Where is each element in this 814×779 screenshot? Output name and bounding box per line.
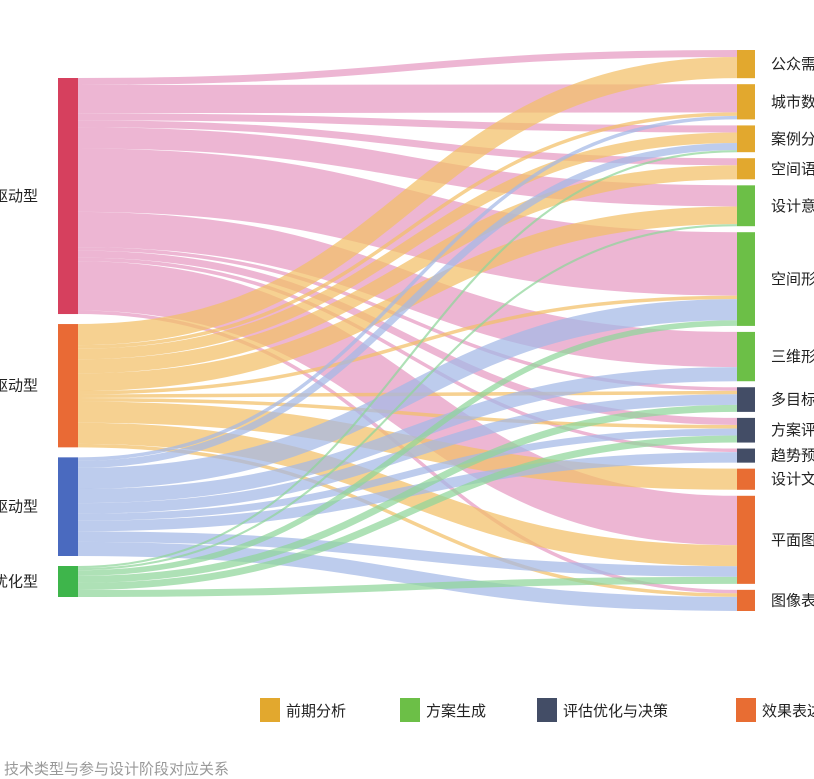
sankey-link-s3-t12[interactable] <box>77 531 738 577</box>
sankey-link-s2-t3[interactable] <box>77 132 738 360</box>
target-node-2[interactable] <box>737 84 755 120</box>
sankey-link-s3-t3[interactable] <box>77 143 738 468</box>
target-node-5[interactable] <box>737 185 755 227</box>
source-label: 优化型 <box>0 572 38 590</box>
sankey-link-s2-t6[interactable] <box>77 295 738 395</box>
sankey-link-s3-t2[interactable] <box>77 115 738 461</box>
target-node-1[interactable] <box>737 50 755 79</box>
target-label: 多目标 <box>771 391 814 409</box>
legend-item-generation[interactable]: 方案生成 <box>400 697 486 723</box>
target-node-6[interactable] <box>737 232 755 326</box>
target-node-13[interactable] <box>737 589 755 611</box>
sankey-link-s2-t4[interactable] <box>77 165 738 374</box>
sankey-link-s1-t6[interactable] <box>77 148 738 296</box>
sankey-link-s1-t9[interactable] <box>77 250 738 425</box>
sankey-link-s3-t9[interactable] <box>77 428 738 521</box>
target-node-7[interactable] <box>737 331 755 382</box>
sankey-link-s2-t9[interactable] <box>77 398 738 429</box>
target-label: 公众需 <box>771 55 814 73</box>
legend-item-evaluation[interactable]: 评估优化与决策 <box>537 697 668 723</box>
source-label: 驱动型 <box>0 187 38 205</box>
source-label: 驱动型 <box>0 498 38 516</box>
sankey-link-s1-t2[interactable] <box>77 84 738 114</box>
legend-label: 评估优化与决策 <box>563 701 669 720</box>
legend-item-expression[interactable]: 效果表达 <box>736 697 814 723</box>
target-node-11[interactable] <box>737 468 755 490</box>
sankey-link-s4-t5[interactable] <box>77 224 738 571</box>
legend: 前期分析 方案生成 评估优化与决策 效果表达 <box>0 697 814 727</box>
legend-item-analysis[interactable]: 前期分析 <box>260 697 346 723</box>
target-label: 方案评 <box>771 421 814 439</box>
target-label: 三维形 <box>771 348 814 366</box>
source-node-4[interactable] <box>58 565 78 597</box>
target-node-4[interactable] <box>737 158 755 180</box>
legend-label: 前期分析 <box>286 701 347 720</box>
legend-label: 方案生成 <box>426 701 487 720</box>
sankey-link-s2-t2[interactable] <box>77 112 738 349</box>
target-label: 空间语 <box>771 160 814 178</box>
sankey-links <box>77 50 738 612</box>
target-label: 平面图 <box>771 531 814 549</box>
sankey-link-s1-t1[interactable] <box>77 50 738 86</box>
legend-label: 效果表达 <box>762 701 814 720</box>
target-label: 趋势预 <box>771 447 814 465</box>
source-node-1[interactable] <box>58 78 78 315</box>
legend-swatch <box>537 698 557 722</box>
sankey-link-s4-t8[interactable] <box>77 404 738 583</box>
legend-swatch <box>260 698 280 722</box>
sankey-link-s2-t13[interactable] <box>77 443 738 597</box>
sankey-link-s4-t6[interactable] <box>77 320 738 576</box>
sankey-link-s2-t1[interactable] <box>77 57 738 346</box>
target-node-10[interactable] <box>737 448 755 463</box>
sankey-nodes <box>58 50 755 611</box>
sankey-link-s3-t6[interactable] <box>77 299 738 490</box>
target-node-8[interactable] <box>737 387 755 412</box>
target-label: 设计意 <box>771 197 814 215</box>
sankey-link-s3-t7[interactable] <box>77 367 738 504</box>
sankey-link-s4-t9[interactable] <box>77 435 738 590</box>
source-node-2[interactable] <box>58 324 78 448</box>
sankey-link-s1-t5[interactable] <box>77 127 738 207</box>
target-label: 案例分 <box>771 130 814 148</box>
target-label: 图像表 <box>771 591 814 609</box>
source-node-3[interactable] <box>58 457 78 556</box>
target-label: 设计文 <box>771 470 814 488</box>
target-node-9[interactable] <box>737 417 755 443</box>
target-label: 城市数 <box>771 93 814 111</box>
target-label: 空间形 <box>771 270 814 288</box>
target-node-12[interactable] <box>737 495 755 584</box>
source-label: 驱动型 <box>0 377 38 395</box>
target-node-3[interactable] <box>737 125 755 153</box>
sankey-link-s3-t8[interactable] <box>77 394 738 514</box>
sankey-labels: 驱动型驱动型驱动型优化型公众需城市数案例分空间语设计意空间形三维形多目标方案评趋… <box>0 55 814 609</box>
legend-swatch <box>400 698 420 722</box>
sankey-link-s1-t4[interactable] <box>77 120 738 166</box>
sankey-link-s4-t3[interactable] <box>77 150 738 569</box>
sankey-link-s4-t12[interactable] <box>77 576 738 598</box>
sankey-link-s2-t5[interactable] <box>77 206 738 391</box>
sankey-link-s3-t13[interactable] <box>77 541 738 612</box>
legend-swatch <box>736 698 756 722</box>
